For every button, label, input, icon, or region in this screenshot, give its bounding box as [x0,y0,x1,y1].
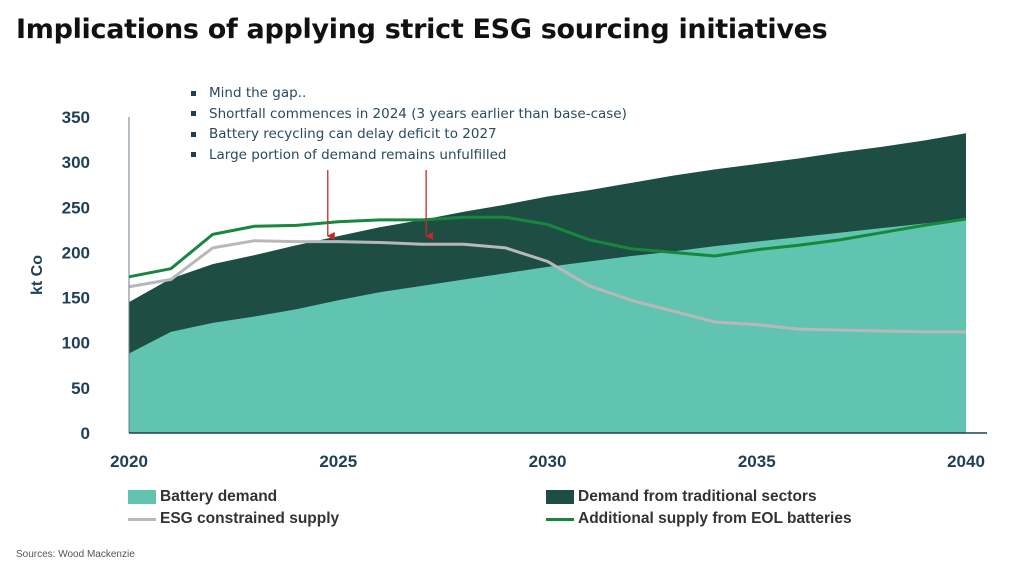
legend-label: Demand from traditional sectors [578,488,817,505]
y-tick-label: 150 [62,289,90,308]
annotation-text: Battery recycling can delay deficit to 2… [209,126,497,142]
legend: Battery demand Demand from traditional s… [128,488,1008,534]
legend-item-esg-supply: ESG constrained supply [128,510,339,528]
esg-supply-line [128,239,966,334]
annotation-item: Shortfall commences in 2024 (3 years ear… [191,104,627,125]
x-tick-label: 2040 [947,452,985,471]
chart-lines [128,215,967,334]
annotation-text: Large portion of demand remains unfulfil… [209,146,507,163]
annotation-item: Mind the gap.. [191,83,627,104]
source-note: Sources: Wood Mackenzie [16,549,135,560]
annotation-item: Battery recycling can delay deficit to 2… [191,124,627,145]
annotation-list: Mind the gap.. Shortfall commences in 20… [191,83,627,165]
x-tick-label: 2035 [738,452,776,471]
y-tick-label: 200 [62,243,90,262]
y-tick-label: 250 [62,198,90,217]
y-tick-label: 50 [71,379,90,398]
y-axis-label: kt Co [29,255,46,295]
legend-label: Battery demand [160,488,278,505]
y-tick-label: 300 [62,153,90,172]
legend-item-eol-supply: Additional supply from EOL batteries [546,510,852,528]
bullet-icon [191,111,196,117]
page-title: Implications of applying strict ESG sour… [16,14,828,45]
x-tick-label: 2025 [319,452,357,471]
annotation-text: Shortfall commences in 2024 (3 years ear… [209,105,627,122]
legend-label: ESG constrained supply [160,510,340,527]
y-tick-label: 350 [62,108,90,127]
x-tick-label: 2030 [529,452,567,471]
annotation-text: Mind the gap.. [209,85,307,101]
legend-swatch [128,490,156,504]
legend-swatch [546,490,574,504]
eol-supply-line [128,215,967,279]
y-tick-label: 0 [81,424,90,443]
bullet-icon [191,131,196,137]
x-tick-label: 2020 [110,452,148,471]
chart-areas [129,133,966,433]
battery-demand-area [129,219,966,433]
legend-item-traditional-demand: Demand from traditional sectors [546,488,817,506]
legend-swatch [128,517,156,521]
bullet-icon [191,90,196,96]
legend-label: Additional supply from EOL batteries [578,510,852,527]
annotation-item: Large portion of demand remains unfulfil… [191,145,627,166]
y-tick-label: 100 [62,334,90,353]
chart-axes: 0 50 100 150 200 250 300 350 2020 2025 2030 2035 204… [29,108,987,471]
bullet-icon [191,152,196,158]
legend-swatch [546,517,574,521]
legend-item-battery-demand: Battery demand [128,488,277,506]
annotation-arrows [326,170,434,240]
